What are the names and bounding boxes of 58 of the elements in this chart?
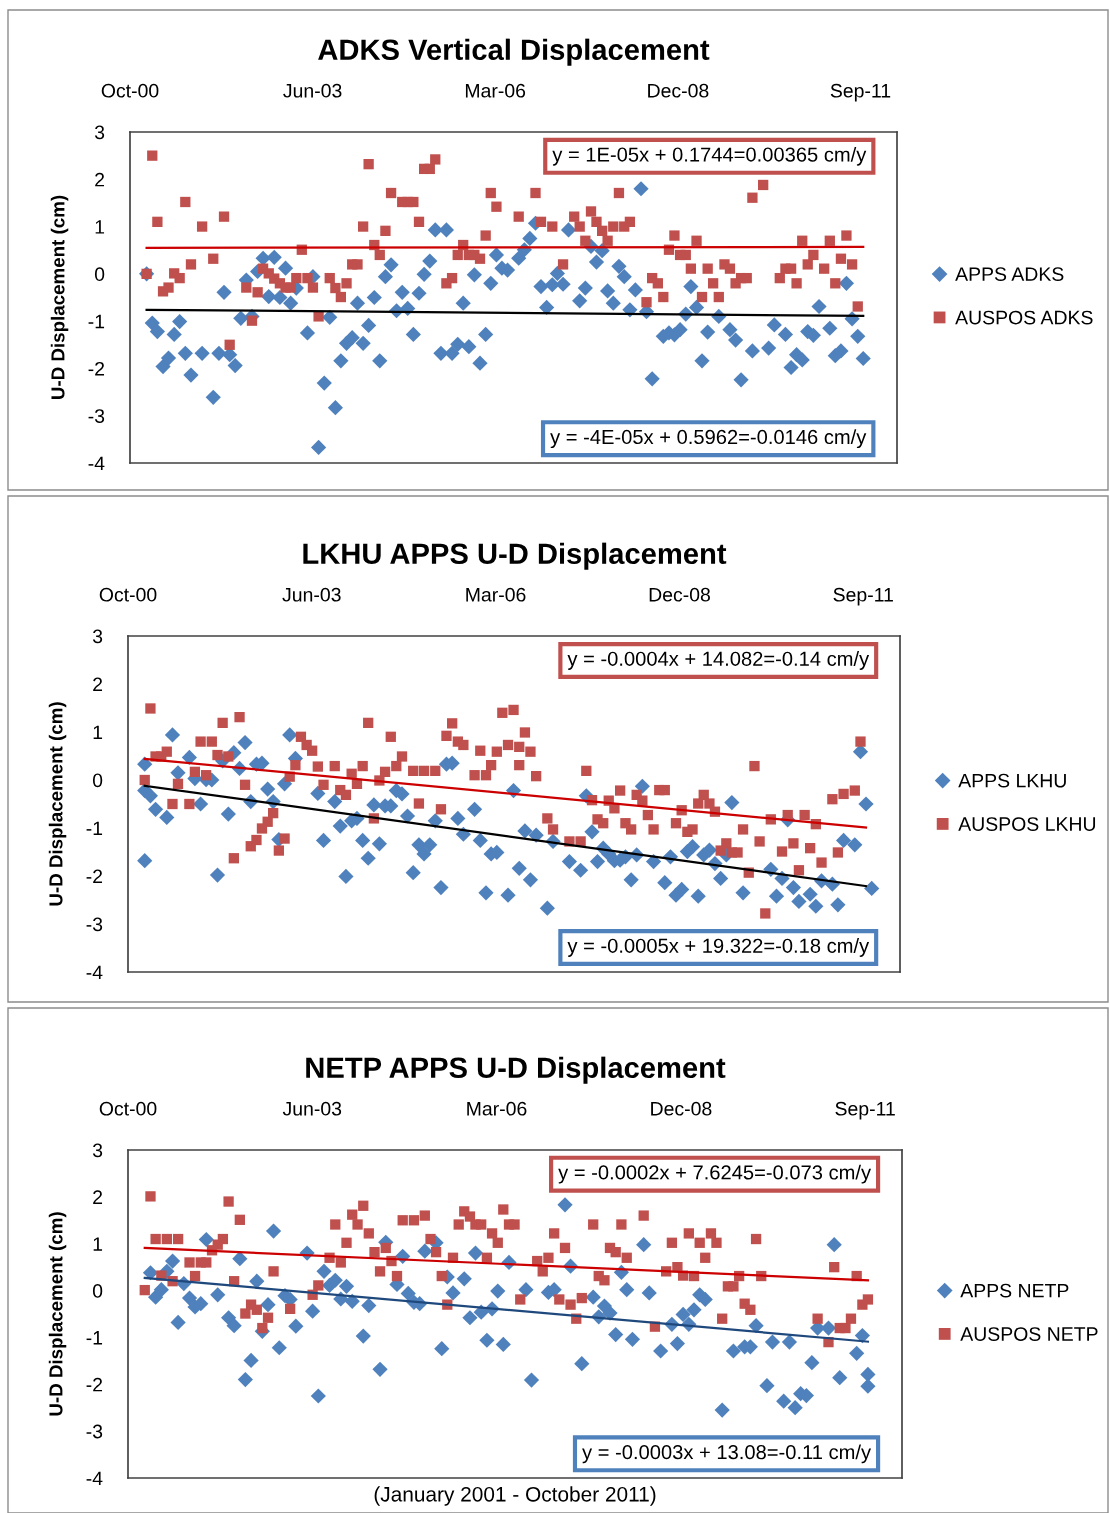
annotation: y = -0.0003x + 13.08=-0.11 cm/y [582,1444,872,1464]
y-tick-label: 3 [94,125,105,140]
y-tick-label: -3 [86,917,103,932]
x-tick-label: Dec-08 [648,83,709,98]
x-tick-label: Oct-00 [101,83,159,98]
y-tick-label: 2 [93,1190,103,1204]
y-tick-label: 3 [92,629,103,644]
y-tick-label: -2 [86,1377,103,1392]
x-tick-label: Sep-11 [835,1101,895,1120]
y-tick-label: -3 [86,1424,103,1439]
y-tick-label: 2 [95,172,105,187]
annotation: y = 1E-05x + 0.1744=0.00365 cm/y [552,146,867,166]
y-tick-label: 1 [93,1237,103,1251]
y-tick-label: 1 [95,220,105,234]
annotation: y = -0.0005x + 19.322=-0.18 cm/y [567,938,870,957]
y-tick-label: -1 [86,821,103,836]
y-axis-title: U-D Displacement (cm) [48,702,67,906]
y-axis-title: U-D Displacement (cm) [48,1212,67,1416]
legend-label: AUSPOS LKHU [958,817,1096,831]
x-tick-label: Oct-00 [99,1101,157,1116]
y-tick-label: -1 [88,314,105,329]
legend-label: APPS ADKS [955,267,1064,282]
x-tick-label: Sep-11 [833,587,893,606]
x-axis-title: (January 2001 - October 2011) [374,1486,656,1506]
x-tick-label: Sep-11 [830,83,891,102]
y-axis-title: U-D Displacement (cm) [50,195,69,399]
x-tick-label: Dec-08 [651,1101,712,1116]
y-tick-label: -4 [86,965,103,980]
legend-label: APPS LKHU [958,773,1066,788]
x-tick-label: Jun-03 [282,587,341,602]
legend-label: AUSPOS ADKS [955,310,1093,325]
x-tick-label: Jun-03 [282,1101,342,1116]
y-tick-label: 0 [92,1284,103,1298]
chart-title: NETP APPS U-D Displacement [306,1056,726,1084]
y-tick-label: 2 [93,677,103,692]
x-tick-label: Oct-00 [99,587,157,602]
chart-title: LKHU APPS U-D Displacement [303,542,727,570]
x-tick-label: Dec-08 [649,587,710,602]
annotation: y = -0.0002x + 7.6245=-0.073 cm/y [558,1164,872,1184]
y-tick-label: -3 [88,409,105,423]
y-tick-label: 3 [92,1143,103,1158]
x-tick-label: Jun-03 [283,83,342,98]
y-tick-label: 1 [93,725,103,740]
chart-title: ADKS Vertical Displacement [318,38,710,66]
y-tick-label: -4 [88,456,105,471]
legend-label: APPS NETP [960,1283,1069,1298]
y-tick-label: 0 [92,773,103,788]
x-tick-label: Mar-06 [466,587,526,602]
y-tick-label: -2 [86,869,103,884]
annotation: y = -0.0004x + 14.082=-0.14 cm/y [567,651,870,670]
y-tick-label: 0 [94,267,105,282]
y-tick-label: -1 [86,1331,103,1345]
y-tick-label: -2 [88,361,105,376]
x-tick-label: Mar-06 [467,1101,527,1116]
x-tick-label: Mar-06 [465,83,526,98]
legend-label: AUSPOS NETP [960,1327,1098,1341]
annotation: y = -4E-05x + 0.5962=-0.0146 cm/y [550,429,867,449]
y-tick-label: -4 [86,1471,103,1486]
